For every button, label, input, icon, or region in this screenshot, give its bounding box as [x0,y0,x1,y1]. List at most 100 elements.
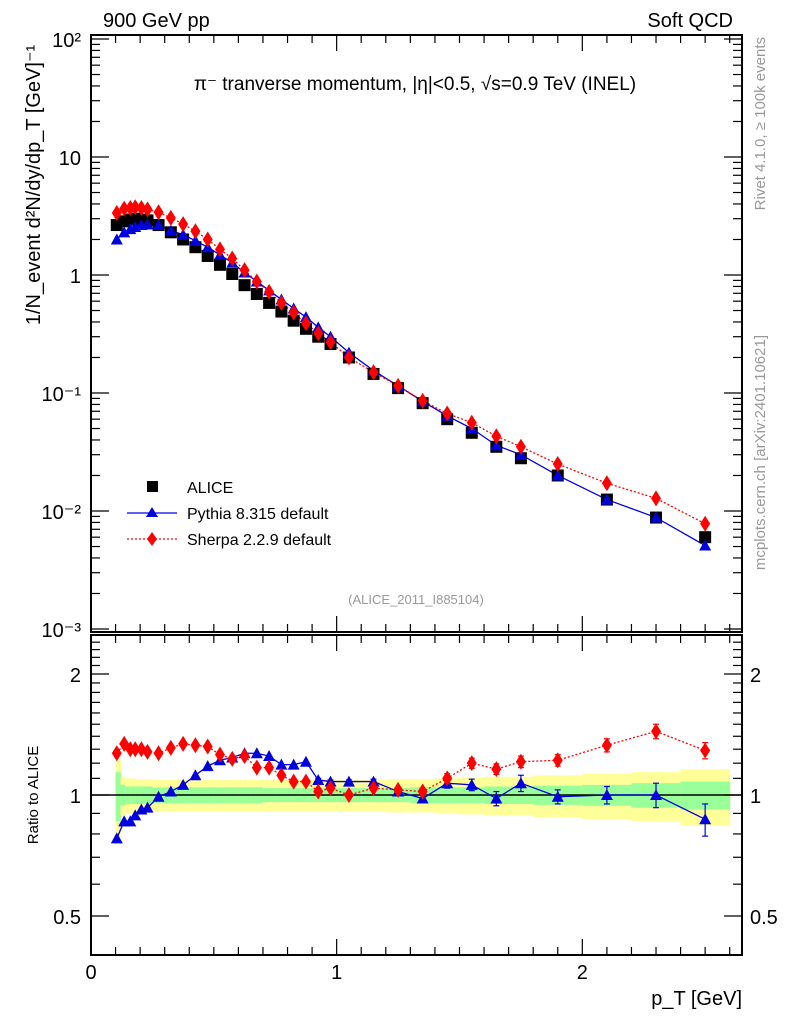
main-y-tick-label: 10⁻³ [42,620,82,642]
ratio-point-sherpa [165,739,176,756]
main-point-sherpa [227,250,238,267]
main-point-sherpa [651,490,662,507]
main-series-layer [110,199,712,551]
ratio-point-sherpa [300,773,311,790]
ratio-point-pythia [263,750,276,762]
main-point-sherpa [276,294,287,311]
header-left-label: 900 GeV pp [103,10,210,32]
legend-marker-alice [147,481,158,492]
ratio-point-pythia [312,773,325,785]
main-point-pythia [164,224,177,236]
header-right-label: Soft QCD [647,10,733,32]
ratio-point-pythia [275,758,288,770]
ratio-point-pythia [600,789,613,800]
main-axes: 10² 10 1 10⁻¹ 10⁻² 10⁻³ [42,30,742,642]
ratio-point-sherpa [601,737,612,754]
ratio-point-sherpa [393,781,404,798]
ratio-point-sherpa [276,767,287,784]
ratio-point-pythia [164,785,177,797]
ratio-y-tick-label-right: 2 [750,665,761,687]
ratio-point-sherpa [190,737,201,754]
ratio-y-tick-label-left: 1 [70,786,81,808]
ratio-point-sherpa [111,745,122,762]
ratio-y-axis-label: Ratio to ALICE [25,746,42,844]
main-point-sherpa [202,231,213,248]
ratio-point-pythia [141,801,154,813]
ratio-point-pythia [299,755,312,767]
main-point-pythia [141,218,154,230]
ratio-y-tick-label-right: 1 [750,786,761,808]
main-point-sherpa [442,405,453,422]
ratio-point-sherpa [466,755,477,772]
x-tick-label: 1 [331,962,342,984]
main-point-sherpa [515,438,526,455]
ratio-point-pythia [650,789,663,800]
ratio-point-sherpa [142,743,153,760]
analysis-id-label: (ALICE_2011_I885104) [348,592,484,607]
main-point-sherpa [368,364,379,381]
ratio-point-sherpa [313,783,324,800]
x-tick-label: 2 [577,962,588,984]
ratio-point-sherpa [417,783,428,800]
main-point-pythia [551,469,564,481]
ratio-point-sherpa [239,748,250,765]
ratio-point-pythia [201,760,214,772]
main-point-alice [263,296,276,309]
main-y-tick-label: 1 [70,266,81,288]
main-point-sherpa [491,428,502,445]
main-point-sherpa [190,223,201,240]
legend: ALICE Pythia 8.315 default Sherpa 2.2.9 … [127,480,332,549]
ratio-point-sherpa [552,752,563,769]
ratio-point-pythia [177,778,190,790]
ratio-point-pythia [110,832,123,844]
ratio-point-sherpa [515,753,526,770]
main-point-alice [213,258,226,271]
ratio-point-sherpa [442,770,453,787]
ratio-point-sherpa [251,759,262,776]
main-line-pythia [116,223,706,547]
ratio-point-sherpa [214,746,225,763]
ratio-point-sherpa [264,759,275,776]
main-point-pythia [600,493,613,505]
main-point-sherpa [343,349,354,366]
ratio-point-pythia [189,769,202,781]
main-panel-frame [90,34,743,633]
ratio-point-pythia [465,778,478,790]
ratio-point-pythia [490,792,503,804]
ratio-point-pythia [287,758,300,770]
main-point-sherpa [264,283,275,300]
ratio-point-sherpa [325,780,336,797]
legend-marker-sherpa [147,532,157,546]
rivet-version-label: Rivet 4.1.0, ≥ 100k events [752,37,769,210]
ratio-point-pythia [699,813,712,825]
ratio-point-sherpa [202,738,213,755]
main-point-alice [699,531,712,544]
main-point-pythia [110,233,123,245]
main-y-tick-label: 10⁻² [42,502,82,524]
ratio-series-layer [110,723,712,844]
legend-label-alice: ALICE [187,480,233,497]
ratio-point-pythia [129,809,142,821]
main-point-sherpa [700,515,711,532]
ratio-point-sherpa [491,761,502,778]
main-point-sherpa [165,209,176,226]
main-point-sherpa [119,200,130,217]
main-point-sherpa [239,262,250,279]
main-point-sherpa [417,392,428,409]
main-point-sherpa [214,241,225,258]
chart-title: π⁻ tranverse momentum, |η|<0.5, √s=0.9 T… [194,74,636,95]
main-point-sherpa [466,414,477,431]
main-point-pythia [189,234,202,246]
ratio-point-sherpa [178,735,189,752]
main-point-pythia [650,511,663,523]
x-axis-label: p_T [GeV] [651,988,742,1010]
ratio-point-sherpa [227,750,238,767]
main-point-sherpa [552,456,563,473]
main-point-alice [226,267,239,280]
main-point-pythia [152,219,165,231]
legend-label-sherpa: Sherpa 2.2.9 default [187,532,332,549]
x-tick-label: 0 [85,962,96,984]
ratio-point-sherpa [368,780,379,797]
main-point-sherpa [393,377,404,394]
